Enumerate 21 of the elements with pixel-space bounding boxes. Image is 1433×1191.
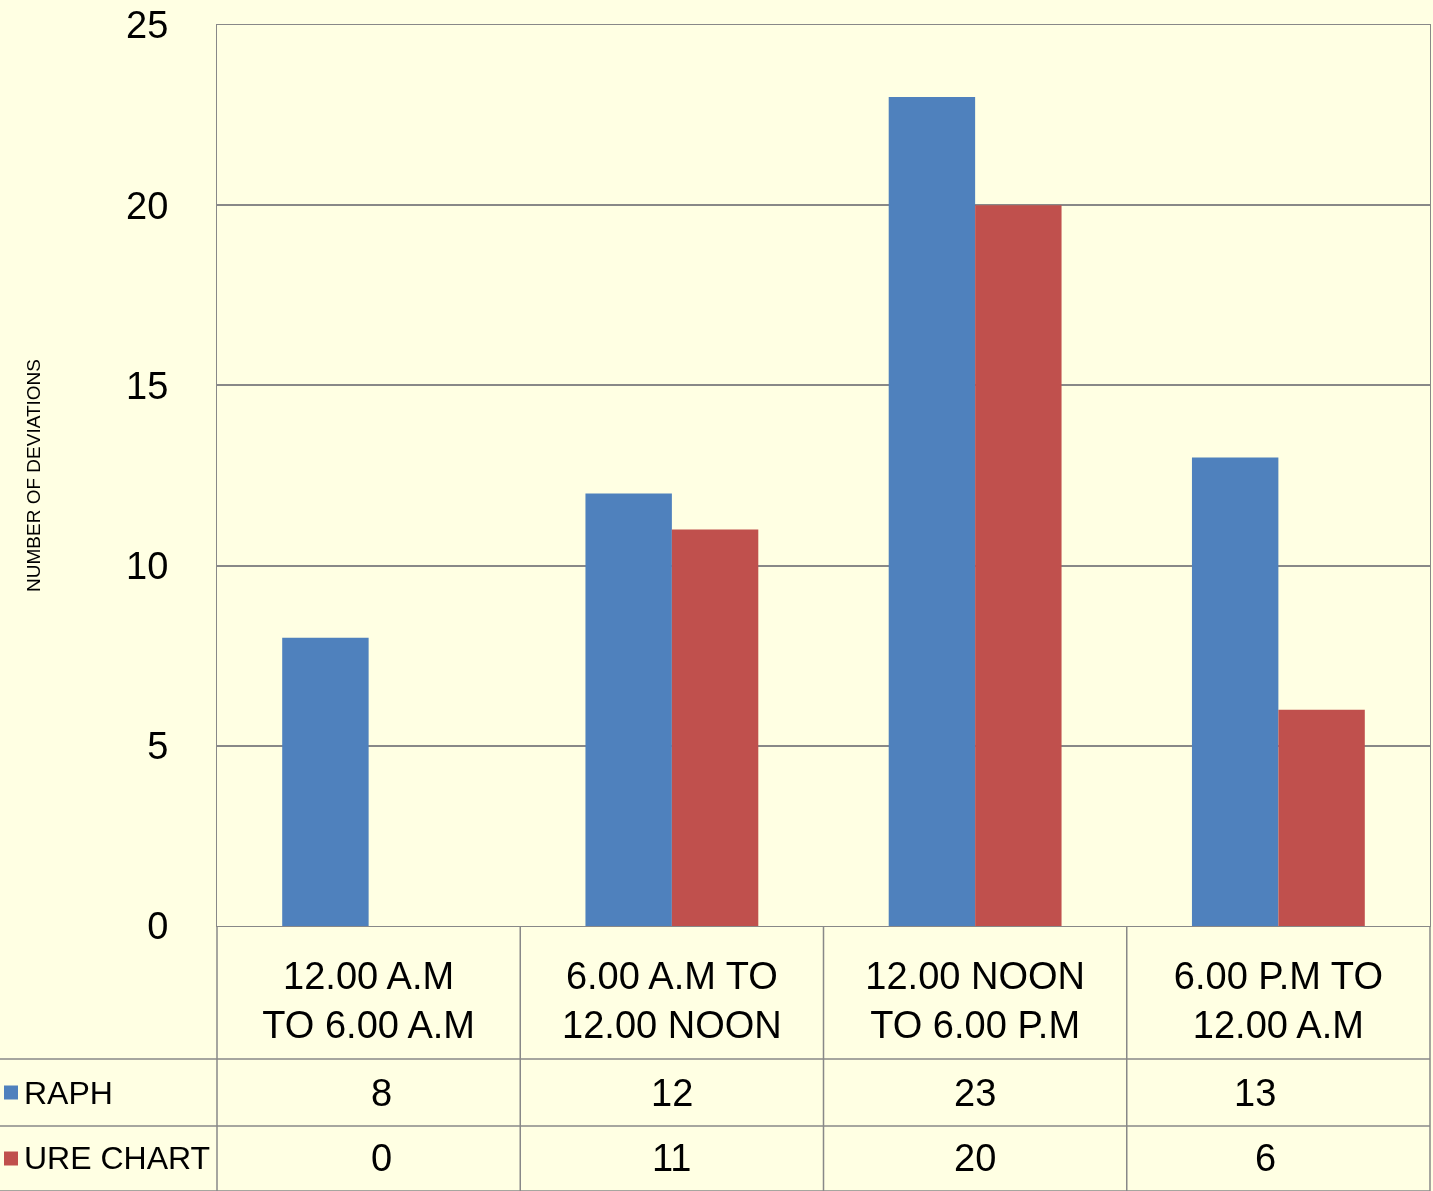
y-tick-label: 0 (147, 905, 169, 948)
x-tick-label: 6.00 P.M TO 12.00 A.M (1173, 954, 1383, 1046)
data-label: 8 (371, 1072, 393, 1114)
data-label: 0 (371, 1137, 393, 1179)
data-label: 6 (1255, 1137, 1277, 1179)
data-label: 11 (652, 1137, 692, 1179)
legend-label: RAPH (24, 1075, 113, 1111)
data-label: 20 (954, 1137, 997, 1179)
y-tick-label: 15 (126, 364, 169, 407)
legend-label: URE CHART (24, 1140, 211, 1176)
x-tick-label: 12.00 A.M TO 6.00 A.M (262, 954, 475, 1046)
y-axis-title: NUMBER OF DEVIATIONS (22, 359, 44, 592)
data-label: 13 (1234, 1072, 1277, 1114)
x-tick-label: 6.00 A.M TO 12.00 NOON (562, 954, 782, 1046)
y-tick-label: 25 (126, 4, 169, 47)
y-tick-label: 10 (126, 544, 169, 587)
x-tick-label: 12.00 NOON TO 6.00 P.M (865, 954, 1085, 1046)
y-tick-label: 20 (126, 184, 169, 227)
y-tick-label: 5 (147, 725, 169, 768)
data-label: 12 (651, 1072, 694, 1114)
data-label: 23 (954, 1072, 997, 1114)
